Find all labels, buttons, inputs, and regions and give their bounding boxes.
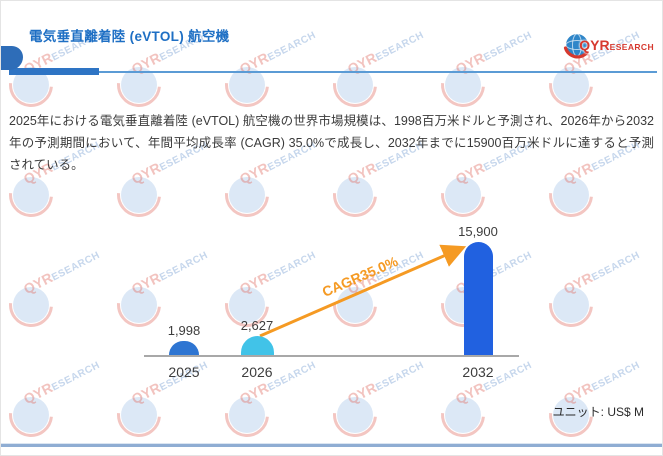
watermark-globe-icon [13,397,49,433]
footer-divider-line [1,443,662,447]
watermark-text: QYRESEARCH [560,359,642,408]
watermark-globe-icon [229,397,265,433]
watermark-globe-icon [445,177,481,213]
watermark-globe-icon [553,177,589,213]
bar-group-2032: 15,900 [450,224,506,355]
header-divider-line [9,71,657,73]
qyresearch-logo: QYRESEARCH [562,31,654,61]
watermark: QYRESEARCH [443,21,555,103]
bar-value-2025: 1,998 [167,323,201,338]
header-tab-shape [1,46,23,70]
bar-2026 [240,336,274,355]
watermark-text: QYRESEARCH [20,249,102,298]
globe-icon [564,33,589,59]
watermark: QYRESEARCH [11,351,123,433]
watermark-globe-icon [121,177,157,213]
watermark-globe-icon [13,287,49,323]
bar-value-2032: 15,900 [458,224,498,239]
bar-value-2026: 2,627 [240,318,274,333]
watermark-globe-icon [337,397,373,433]
bar-2032 [463,242,493,355]
watermark-globe-icon [553,287,589,323]
x-tick-2026: 2026 [241,364,273,380]
watermark: QYRESEARCH [335,351,447,433]
watermark-globe-icon [13,177,49,213]
watermark: QYRESEARCH [227,21,339,103]
watermark: QYRESEARCH [11,241,123,323]
market-summary-text: 2025年における電気垂直離着陸 (eVTOL) 航空機の世界市場規模は、199… [9,113,654,172]
watermark-globe-icon [337,177,373,213]
bar-group-2025: 1,998 [156,323,212,355]
watermark: QYRESEARCH [551,351,662,433]
logo-text-bold: QYR [579,37,610,53]
page-title: 電気垂直離着陸 (eVTOL) 航空機 [29,29,230,44]
x-axis-line [144,355,519,357]
x-tick-2032: 2032 [462,364,494,380]
bar-group-2026: 2,627 [229,318,285,355]
x-tick-2025: 2025 [168,364,200,380]
header-divider-bar [9,68,99,75]
watermark-text: QYRESEARCH [20,359,102,408]
watermark-globe-icon [121,397,157,433]
logo-text-rest: ESEARCH [609,42,654,52]
watermark-text: QYRESEARCH [344,359,426,408]
watermark: QYRESEARCH [551,241,662,323]
watermark-text: QYRESEARCH [560,249,642,298]
logo-text: QYRESEARCH [579,37,654,55]
bar-chart: CAGR35.0% 1,998 2,627 15,900 2025 2026 2… [144,215,519,380]
watermark: QYRESEARCH [335,21,447,103]
cagr-annotation: CAGR35.0% [320,253,401,300]
watermark-globe-icon [229,177,265,213]
bar-2025 [169,341,199,355]
watermark-globe-icon [445,397,481,433]
unit-label: ユニット: US$ M [552,405,644,419]
